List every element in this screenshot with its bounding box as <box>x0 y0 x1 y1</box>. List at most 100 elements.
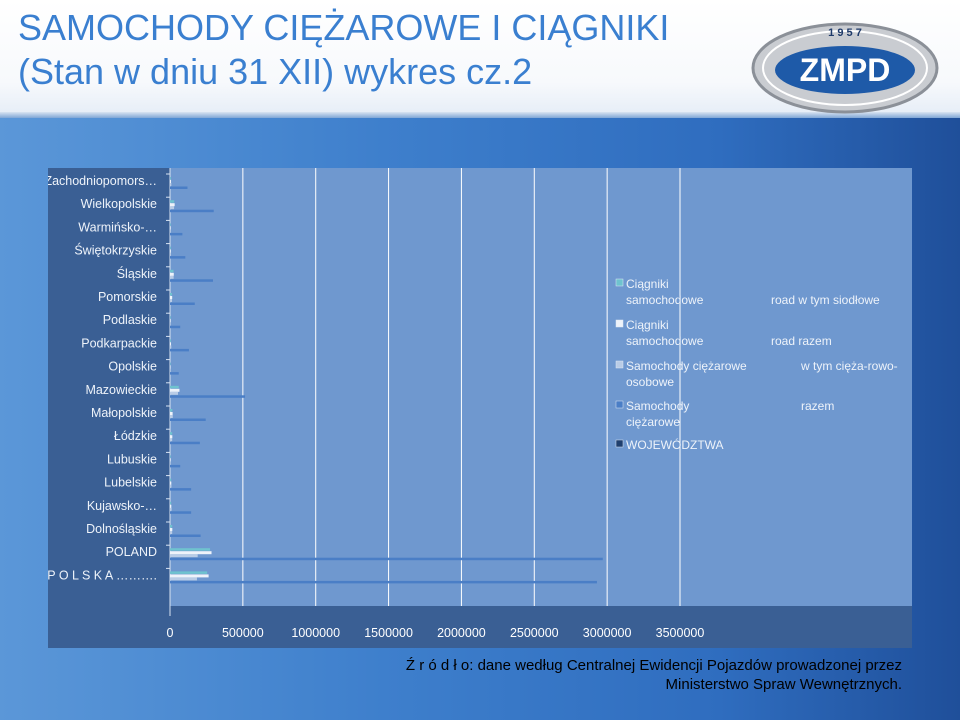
legend-label: osobowe <box>626 375 674 389</box>
bar-1 <box>170 229 171 233</box>
bar-3 <box>170 548 211 551</box>
bar-1 <box>170 345 172 349</box>
x-tick-label: 1000000 <box>291 626 340 640</box>
bar-2 <box>170 249 171 253</box>
x-tick-label: 500000 <box>222 626 264 640</box>
bar-1 <box>170 299 173 302</box>
source-line1: Ź r ó d ł o: dane według Centralnej Ewid… <box>405 657 902 674</box>
legend-label: WOJEWÓDZTWA <box>626 437 724 452</box>
legend-label: samochodowe <box>626 334 704 348</box>
bar-3 <box>170 293 173 296</box>
bar-0 <box>170 441 200 445</box>
legend-swatch <box>615 278 624 287</box>
legend-swatch <box>615 319 624 328</box>
zmpd-logo: 1 9 5 7 ZMPD <box>751 22 939 114</box>
legend-label: Samochody <box>626 399 689 413</box>
category-label: P O L S K A ………. <box>48 568 157 582</box>
legend-suffix: razem <box>801 399 834 413</box>
bar-1 <box>170 252 172 256</box>
category-label: Opolskie <box>108 360 157 374</box>
x-tick-label: 0 <box>167 626 174 640</box>
bar-3 <box>170 409 173 412</box>
bar-2 <box>170 272 174 276</box>
bar-1 <box>170 206 175 210</box>
bar-2 <box>170 504 172 508</box>
bar-2 <box>170 388 180 392</box>
bar-1 <box>170 484 172 488</box>
category-label: Łódzkie <box>114 429 157 443</box>
category-label: Lubuskie <box>107 452 157 466</box>
slide-title-line1: SAMOCHODY CIĘŻAROWE I CIĄGNIKI <box>18 7 670 48</box>
bar-0 <box>170 232 183 236</box>
logo-text: ZMPD <box>800 52 891 88</box>
bar-2 <box>170 342 172 346</box>
legend-label: samochodowe <box>626 293 704 307</box>
category-label: Lubelskie <box>104 476 157 490</box>
bar-2 <box>170 296 173 299</box>
bar-2 <box>170 551 212 555</box>
category-label: Podlaskie <box>103 313 157 327</box>
legend-swatch <box>615 439 624 448</box>
bar-2 <box>170 226 171 230</box>
bar-2 <box>170 435 173 439</box>
legend-suffix: w tym cięża-rowo- <box>800 359 898 373</box>
bar-0 <box>170 395 246 398</box>
bar-2 <box>170 481 172 485</box>
category-label: Małopolskie <box>91 406 157 420</box>
bar-0 <box>170 348 189 352</box>
bar-3 <box>170 478 172 482</box>
bar-1 <box>170 507 172 511</box>
legend-swatch <box>615 400 624 409</box>
legend-label: Samochody ciężarowe <box>626 359 747 373</box>
legend-swatch <box>615 360 624 369</box>
chart-panel: Zachodniopomors… Wielkopolskie Warmińsko-…… <box>48 168 912 648</box>
bar-1 <box>170 183 172 186</box>
category-label: Zachodniopomors… <box>48 174 157 188</box>
bar-2 <box>170 319 171 323</box>
bar-3 <box>170 269 174 273</box>
bar-0 <box>170 488 192 491</box>
bar-0 <box>170 418 206 421</box>
bar-3 <box>170 362 171 366</box>
x-tick-label: 2000000 <box>437 626 486 640</box>
category-label: Dolnośląskie <box>86 522 157 536</box>
bar-2 <box>170 180 172 183</box>
bar-3 <box>170 223 171 226</box>
legend-label: Ciągniki <box>626 277 669 291</box>
bar-0 <box>170 279 213 282</box>
bar-0 <box>170 186 188 189</box>
bar-3 <box>170 571 208 574</box>
source-note: Ź r ó d ł o: dane według Centralnej Ewid… <box>406 656 902 694</box>
legend-label: ciężarowe <box>626 415 680 429</box>
bar-1 <box>170 531 173 534</box>
category-label: Pomorskie <box>98 290 157 304</box>
bar-1 <box>170 438 173 442</box>
bar-0 <box>170 511 192 514</box>
bar-2 <box>170 203 175 207</box>
bar-0 <box>170 534 201 537</box>
legend-suffix: road w tym siodłowe <box>771 293 880 307</box>
category-label: Mazowieckie <box>85 383 157 397</box>
source-line2: Ministerstwo Spraw Wewnętrznych. <box>665 676 902 693</box>
bar-1 <box>170 554 198 558</box>
category-label: Świętokrzyskie <box>74 243 157 258</box>
bar-1 <box>170 322 171 326</box>
bar-3 <box>170 525 173 528</box>
bar-3 <box>170 246 171 250</box>
bar-3 <box>170 177 171 180</box>
slide-title-line2: (Stan w dniu 31 XII) wykres cz.2 <box>18 51 533 92</box>
bar-3 <box>170 316 171 319</box>
logo-year: 1 9 5 7 <box>828 27 862 39</box>
x-tick-label: 3000000 <box>583 626 632 640</box>
bar-0 <box>170 209 214 213</box>
x-tick-label: 2500000 <box>510 626 559 640</box>
bar-2 <box>170 528 173 531</box>
bar-1 <box>170 461 171 465</box>
category-label: Warmińsko-… <box>78 220 157 234</box>
bar-3 <box>170 432 173 435</box>
bar-3 <box>170 385 179 389</box>
category-label: Wielkopolskie <box>81 197 157 211</box>
bar-3 <box>170 501 172 505</box>
bar-0 <box>170 256 186 259</box>
category-label: POLAND <box>106 545 157 559</box>
